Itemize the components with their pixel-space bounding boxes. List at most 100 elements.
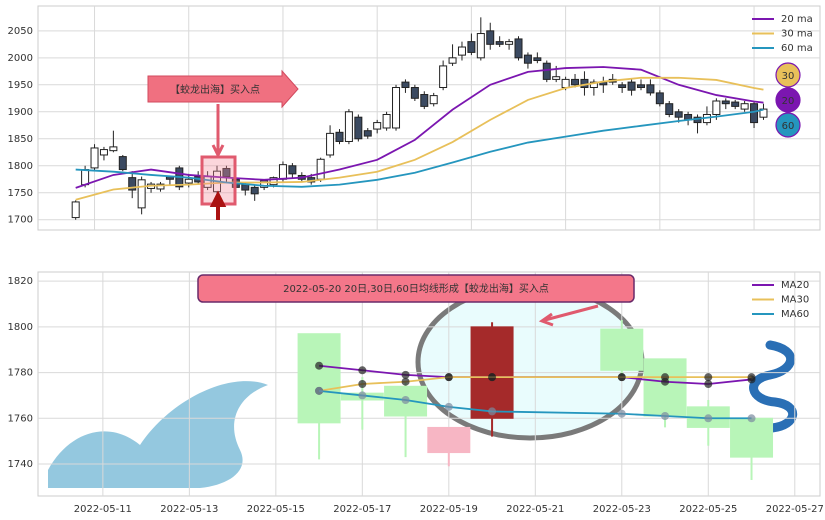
x-tick-label: 2022-05-23 <box>593 504 651 515</box>
x-tick-label: 2022-05-27 <box>766 504 824 515</box>
y-tick-label: 2000 <box>8 53 33 64</box>
annotation: 2022-05-20 20日,30日,60日均线形成【蛟龙出海】买入点 <box>283 282 549 295</box>
y-tick-label: 2050 <box>8 26 33 37</box>
candle-body <box>156 183 165 190</box>
annotation-box <box>197 274 635 303</box>
dragon-decoration <box>749 340 798 433</box>
annotation-pointer <box>538 304 599 327</box>
ma-point <box>704 373 713 382</box>
legend-label: MA20 <box>781 280 809 291</box>
candle-body <box>382 113 391 129</box>
candle-body <box>552 76 561 80</box>
y-tick-label: 1850 <box>8 134 33 145</box>
ma-point <box>747 414 756 423</box>
candle-body <box>476 33 485 59</box>
candle-body <box>99 149 108 156</box>
candle-body <box>118 156 127 171</box>
candle-body <box>71 201 80 219</box>
ma-point <box>401 396 410 404</box>
candle-body <box>655 92 664 105</box>
legend-label: MA60 <box>781 309 809 320</box>
legend-label: 60 ma <box>781 43 813 54</box>
candle-body <box>222 167 231 178</box>
candle-body <box>335 131 344 142</box>
candle-body <box>137 179 146 209</box>
ma-point <box>401 377 410 386</box>
ma-badge <box>775 112 801 138</box>
ma-point <box>358 391 367 400</box>
ma-line <box>75 108 764 188</box>
candle-body <box>750 103 759 124</box>
candle-body <box>589 81 598 89</box>
candle-body <box>439 65 448 89</box>
y-tick-label: 1740 <box>8 459 33 470</box>
candle-body <box>514 38 523 59</box>
ma-point <box>661 373 670 382</box>
candle-body <box>674 111 683 118</box>
candle-body <box>730 417 774 458</box>
x-tick-label: 2022-05-21 <box>506 504 564 515</box>
candle-body <box>392 87 401 129</box>
candle-body <box>297 333 341 424</box>
ma-point <box>488 373 497 382</box>
y-tick-label: 1820 <box>8 276 33 287</box>
ma-point <box>358 366 367 375</box>
ma-point <box>444 402 453 411</box>
candle-body <box>420 94 429 107</box>
candle-body <box>260 180 269 188</box>
candle-body <box>81 169 90 186</box>
candle-body <box>410 87 419 99</box>
candle-body <box>561 78 570 89</box>
ma-point <box>358 380 367 388</box>
candle-body <box>580 78 589 89</box>
candle-body <box>467 41 476 53</box>
candle-body <box>542 62 551 80</box>
ma-point <box>488 407 497 416</box>
legend-label: 20 ma <box>781 14 813 25</box>
candle-body <box>326 132 335 156</box>
x-tick-label: 2022-05-25 <box>679 504 737 515</box>
signal-arrow <box>209 190 227 220</box>
candle-body <box>721 100 730 105</box>
y-tick-label: 1900 <box>8 107 33 118</box>
y-tick-label: 1700 <box>8 215 33 226</box>
ma-point <box>747 373 756 382</box>
ma-point <box>661 412 670 420</box>
annotation-pointer <box>211 104 225 159</box>
candle-body <box>109 146 118 152</box>
candle-body <box>184 178 193 184</box>
candle-body <box>470 326 514 419</box>
ma-badge-label: 60 <box>782 121 795 132</box>
y-tick-label: 1760 <box>8 413 33 424</box>
candle-body <box>627 81 636 91</box>
legend-label: MA30 <box>781 295 809 306</box>
ma-badge-label: 20 <box>782 96 795 107</box>
candle-body <box>523 54 532 64</box>
ma-point <box>704 414 713 423</box>
candle-body <box>731 101 740 107</box>
candle-body <box>505 41 514 45</box>
annotation: 【蛟龙出海】买入点 <box>170 83 260 96</box>
annotation-box <box>147 69 299 109</box>
ma-line <box>75 66 764 189</box>
x-tick-label: 2022-05-17 <box>333 504 391 515</box>
candle-body <box>373 122 382 130</box>
candle-body <box>712 100 721 115</box>
candle-body <box>486 30 495 45</box>
candle-body <box>250 186 259 195</box>
candle-body <box>288 165 297 175</box>
candle-body <box>759 108 768 118</box>
candle-body <box>429 95 438 105</box>
ma-point <box>444 373 453 382</box>
candle-body <box>401 81 410 89</box>
legend-label: 30 ma <box>781 29 813 40</box>
x-tick-label: 2022-05-13 <box>160 504 218 515</box>
candle-body <box>448 57 457 64</box>
ma-point <box>401 370 410 379</box>
candle-body <box>278 164 287 180</box>
candle-body <box>316 158 325 180</box>
candle-body <box>457 46 466 56</box>
candle-body <box>354 116 363 140</box>
ma-badge <box>775 87 801 113</box>
